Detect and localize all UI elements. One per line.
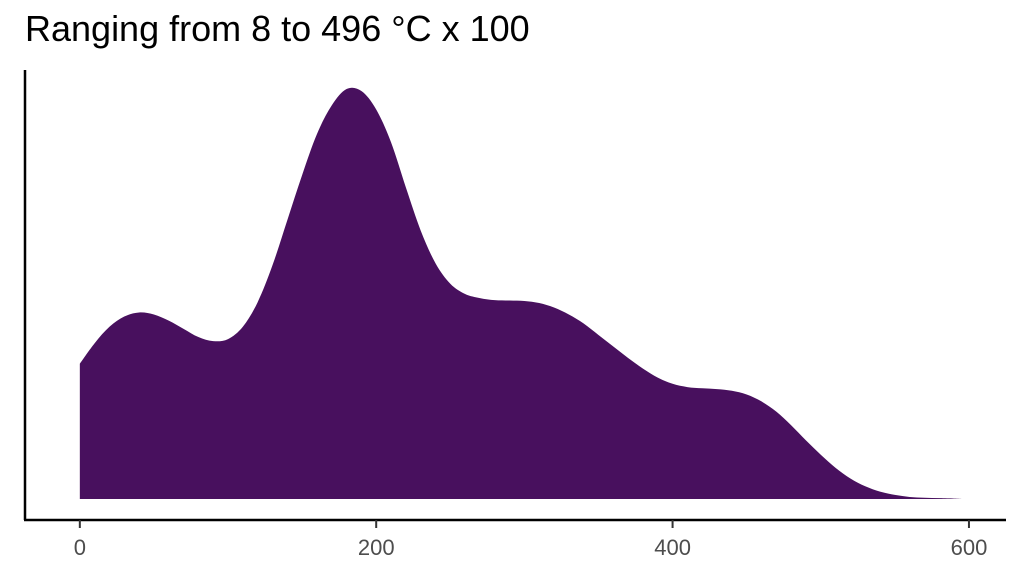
x-tick-label: 400: [654, 535, 691, 560]
x-tick-label: 0: [74, 535, 86, 560]
x-axis-ticks: 0 200 400 600: [74, 520, 988, 560]
x-tick-label: 600: [951, 535, 988, 560]
density-area: [79, 87, 964, 500]
x-tick-label: 200: [358, 535, 395, 560]
chart-title: Ranging from 8 to 496 °C x 100: [25, 8, 530, 49]
